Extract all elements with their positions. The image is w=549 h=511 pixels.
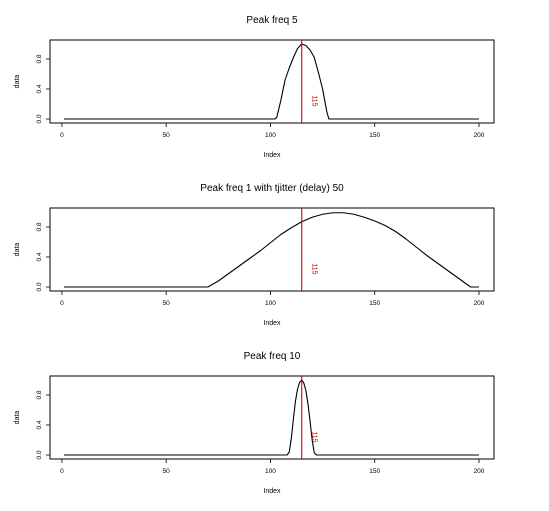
x-tick-label: 150 — [369, 300, 380, 307]
marker-label-3: 115 — [311, 431, 318, 442]
plot-frame-2 — [49, 207, 495, 292]
y-axis-label: data — [14, 75, 21, 89]
x-tick-label: 0 — [60, 468, 64, 475]
plot-frame-3 — [49, 375, 495, 460]
y-tick-label: 0.0 — [36, 114, 43, 123]
x-tick-label: 200 — [474, 468, 485, 475]
x-axis-label: Index — [263, 152, 281, 159]
marker-label-1: 115 — [311, 95, 318, 106]
x-tick-label: 0 — [60, 300, 64, 307]
y-tick-label: 0.8 — [36, 222, 43, 231]
y-axis-label: data — [14, 243, 21, 257]
x-tick-label: 100 — [265, 300, 276, 307]
x-tick-label: 200 — [474, 132, 485, 139]
series-line-2-0 — [64, 212, 479, 288]
x-axis-label: Index — [263, 488, 281, 495]
chart-title-2: Peak freq 1 with tjitter (delay) 50 — [200, 183, 344, 194]
x-tick-label: 50 — [163, 132, 171, 139]
x-tick-label: 100 — [265, 132, 276, 139]
chart-title-1: Peak freq 5 — [246, 15, 298, 26]
y-tick-label: 0.0 — [36, 450, 43, 459]
x-tick-label: 0 — [60, 132, 64, 139]
x-tick-label: 150 — [369, 468, 380, 475]
marker-label-2: 115 — [311, 263, 318, 274]
y-tick-label: 0.4 — [36, 84, 43, 93]
x-tick-label: 100 — [265, 468, 276, 475]
x-tick-label: 200 — [474, 300, 485, 307]
series-line-1-0 — [64, 43, 479, 120]
x-tick-label: 50 — [163, 300, 171, 307]
x-axis-label: Index — [263, 320, 281, 327]
series-line-3-0 — [64, 379, 479, 456]
chart-title-3: Peak freq 10 — [244, 351, 301, 362]
y-tick-label: 0.0 — [36, 282, 43, 291]
y-tick-label: 0.4 — [36, 252, 43, 261]
y-axis-label: data — [14, 411, 21, 425]
y-tick-label: 0.8 — [36, 54, 43, 63]
x-tick-label: 150 — [369, 132, 380, 139]
x-tick-label: 50 — [163, 468, 171, 475]
y-tick-label: 0.8 — [36, 390, 43, 399]
y-tick-label: 0.4 — [36, 420, 43, 429]
plot-frame-1 — [49, 39, 495, 124]
